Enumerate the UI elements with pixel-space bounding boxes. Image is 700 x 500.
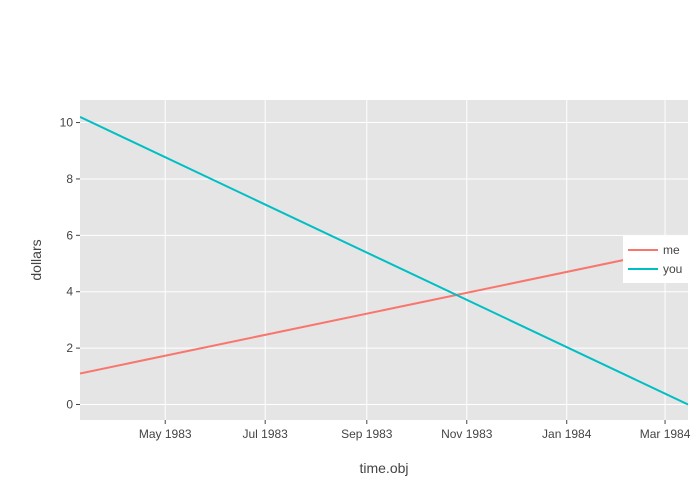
y-axis-title: dollars [28,239,44,280]
y-tick-label: 10 [60,116,74,130]
y-tick-label: 0 [66,397,73,411]
y-tick-label: 2 [66,341,73,355]
y-tick-label: 6 [66,228,73,242]
legend[interactable]: me you [623,236,693,283]
series-line-me [80,245,688,375]
x-tick-label: Jul 1983 [242,427,288,441]
y-tick-label: 8 [66,172,73,186]
legend-label-me[interactable]: me [663,243,680,257]
legend-box [623,236,693,283]
x-axis-ticks: May 1983 Jul 1983 Sep 1983 Nov 1983 Jan 1984… [139,420,691,441]
y-axis-ticks: 0 2 4 6 8 10 [60,116,80,411]
x-tick-label: May 1983 [139,427,192,441]
series-lines [80,115,688,406]
legend-label-you[interactable]: you [663,262,682,276]
x-axis-title: time.obj [359,460,408,476]
x-tick-label: Nov 1983 [441,427,493,441]
y-tick-label: 4 [66,285,73,299]
x-tick-label: Mar 1984 [640,427,691,441]
x-tick-label: Jan 1984 [542,427,592,441]
grid-lines [80,100,688,420]
x-tick-label: Sep 1983 [341,427,393,441]
series-line-you [80,115,688,406]
